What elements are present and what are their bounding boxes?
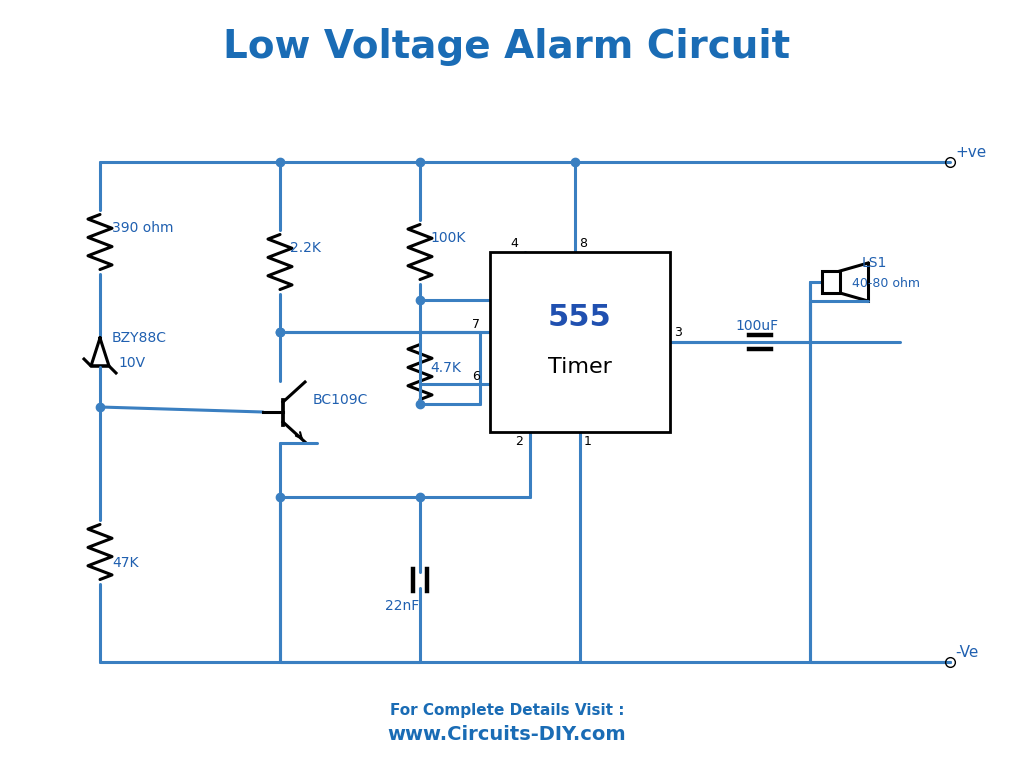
Text: Low Voltage Alarm Circuit: Low Voltage Alarm Circuit bbox=[223, 28, 791, 66]
Text: 1: 1 bbox=[584, 435, 592, 448]
Text: LS1: LS1 bbox=[862, 256, 887, 270]
Text: For Complete Details Visit :: For Complete Details Visit : bbox=[389, 703, 625, 718]
Text: 390 ohm: 390 ohm bbox=[112, 221, 173, 235]
Text: Timer: Timer bbox=[548, 357, 611, 377]
Text: +ve: +ve bbox=[955, 145, 987, 160]
Text: 22nF: 22nF bbox=[385, 598, 419, 613]
Text: 4.7K: 4.7K bbox=[430, 361, 461, 375]
Text: 100K: 100K bbox=[430, 231, 465, 245]
Text: 555: 555 bbox=[549, 303, 611, 331]
Text: 7: 7 bbox=[472, 318, 480, 331]
Text: 6: 6 bbox=[472, 370, 480, 383]
Text: 2: 2 bbox=[515, 435, 523, 448]
Text: 3: 3 bbox=[674, 326, 681, 339]
Text: www.Circuits-DIY.com: www.Circuits-DIY.com bbox=[387, 725, 627, 744]
Text: 8: 8 bbox=[579, 237, 587, 250]
Text: 100uF: 100uF bbox=[735, 319, 778, 333]
Text: 2.2K: 2.2K bbox=[290, 241, 320, 255]
Text: 4: 4 bbox=[510, 237, 518, 250]
Bar bbox=[490, 252, 670, 432]
Bar bbox=[822, 271, 840, 293]
Text: -Ve: -Ve bbox=[955, 645, 979, 660]
Text: 47K: 47K bbox=[112, 556, 139, 570]
Text: 10V: 10V bbox=[118, 356, 145, 370]
Text: BZY88C: BZY88C bbox=[112, 331, 167, 345]
Text: BC109C: BC109C bbox=[313, 393, 368, 407]
Text: 40-80 ohm: 40-80 ohm bbox=[852, 277, 920, 290]
